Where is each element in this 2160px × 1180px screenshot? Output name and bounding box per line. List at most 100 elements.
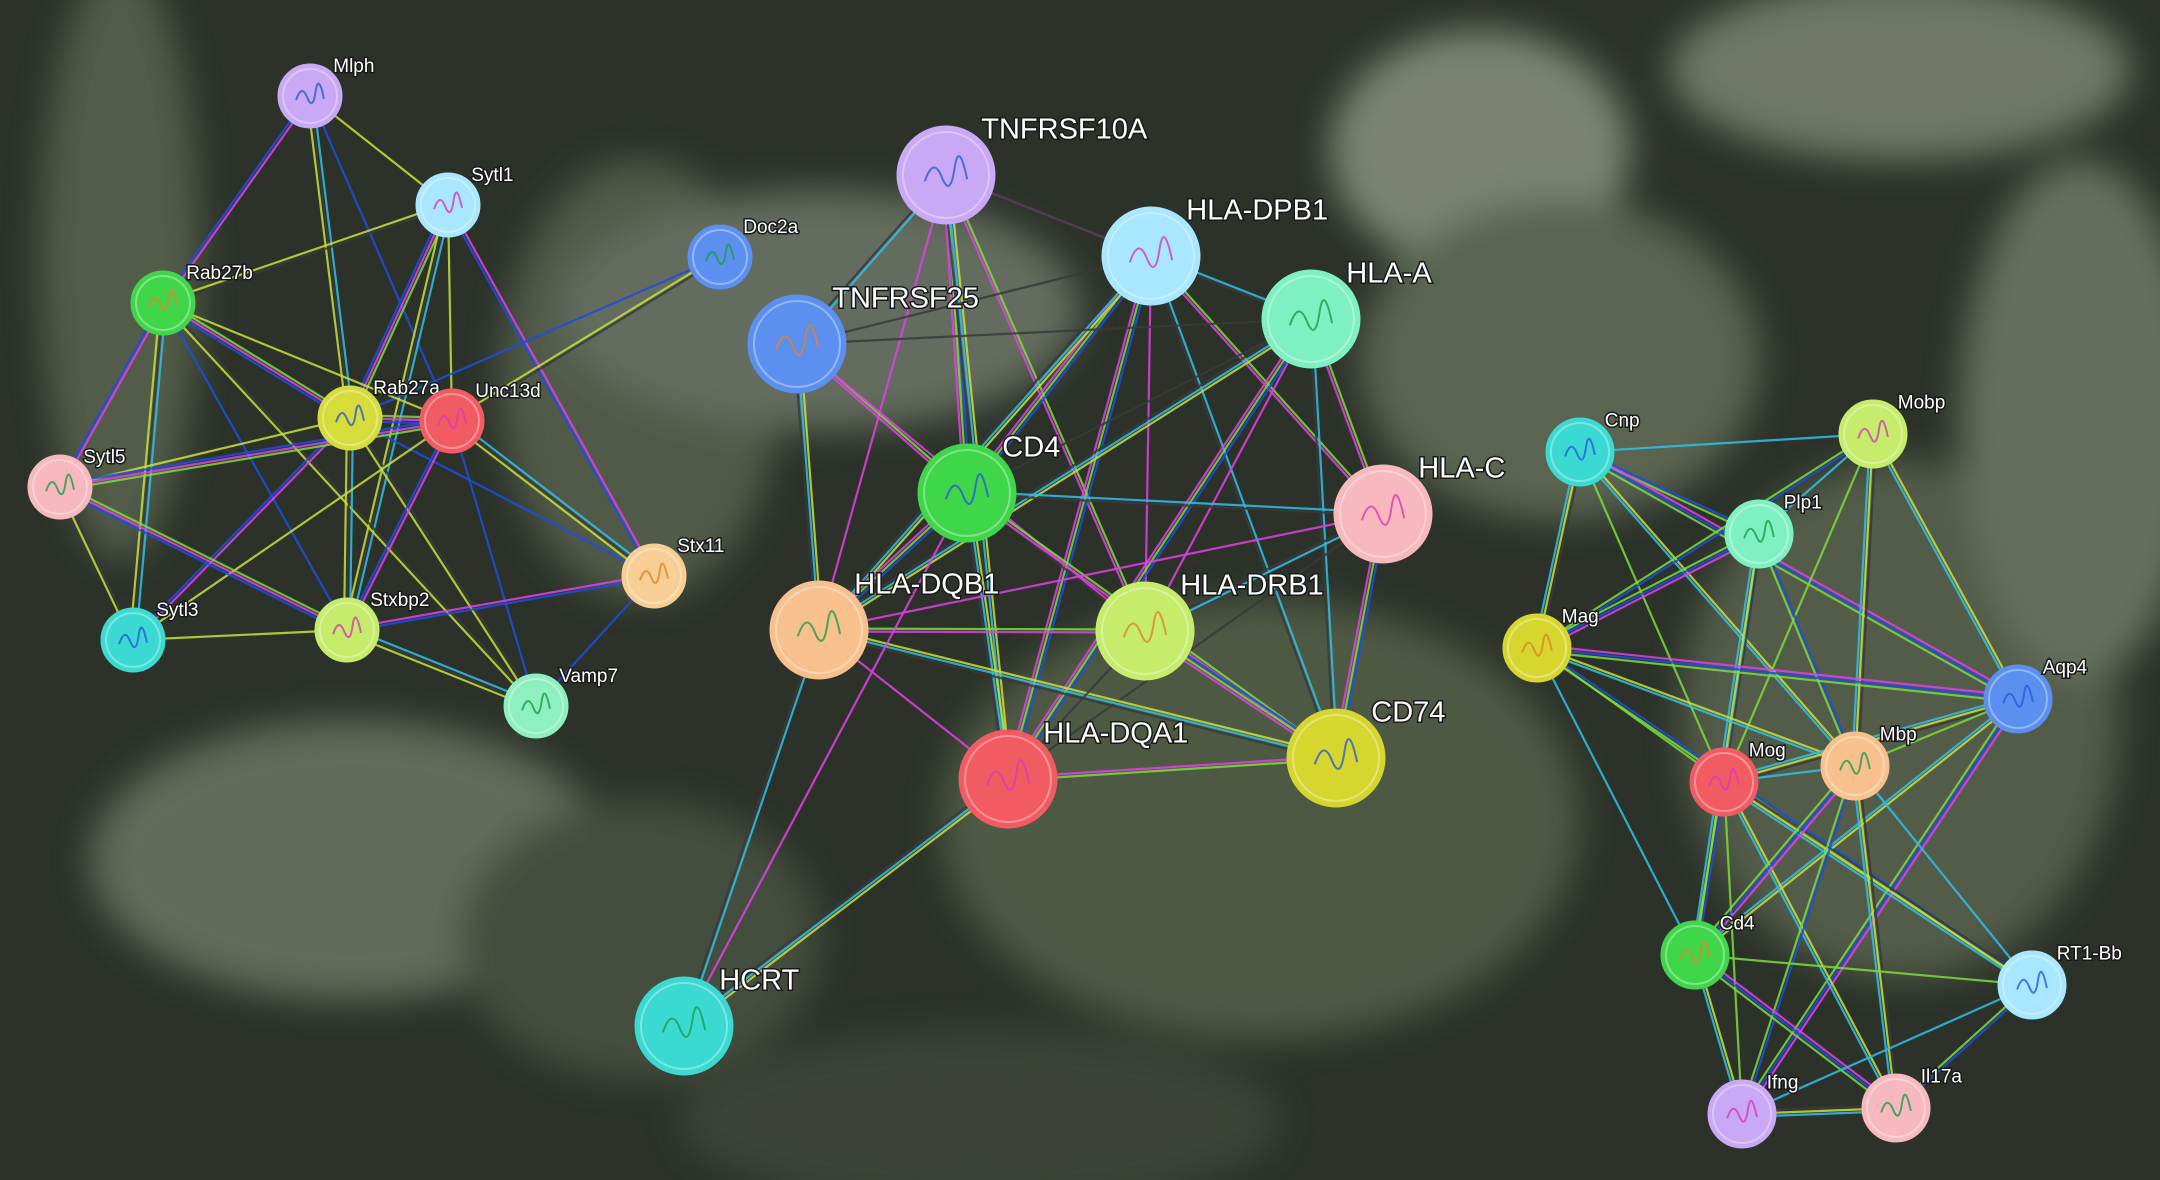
node-circle[interactable] <box>1724 499 1794 569</box>
edge-doc2a-unc13d[interactable] <box>450 254 722 424</box>
edge-rab27a-stx11[interactable] <box>349 417 655 577</box>
node-circle[interactable] <box>1333 464 1433 564</box>
edge-mbp-cd4[interactable] <box>1691 763 1859 958</box>
edge-cnp-mbp[interactable] <box>1578 450 1857 768</box>
edge-cd74-hla-dqa1[interactable] <box>1007 755 1337 782</box>
node-hla-dqb1[interactable]: HLA-DQB1 <box>769 567 1001 680</box>
edge-hla-dqa1-hcrt[interactable] <box>681 775 1011 1030</box>
edge-tnfrsf10a-hla-drb1[interactable] <box>943 173 1148 633</box>
node-circle[interactable] <box>314 597 380 663</box>
node-il17a[interactable]: Il17a <box>1861 1065 1964 1143</box>
node-circle[interactable] <box>1838 399 1908 469</box>
edge-cd4-hcrt[interactable] <box>683 492 968 1027</box>
node-cnp[interactable]: Cnp <box>1545 409 1641 487</box>
edge-hla-c-hla-dqa1[interactable] <box>1007 513 1384 780</box>
edge-hla-dqb1-cd74[interactable] <box>818 626 1337 762</box>
node-cd4[interactable]: CD4 <box>917 430 1062 543</box>
edge-cd4-il17a[interactable] <box>1692 951 1899 1112</box>
node-hla-c[interactable]: HLA-C <box>1333 451 1507 564</box>
node-circle[interactable] <box>1095 581 1195 681</box>
node-circle[interactable] <box>1707 1079 1777 1149</box>
node-unc13d[interactable]: Unc13d <box>419 379 542 454</box>
edge-unc13d-sytl3[interactable] <box>132 420 453 641</box>
edge-mlph-rab27a[interactable] <box>305 95 355 419</box>
edge-hla-dpb1-hla-dqb1[interactable] <box>815 253 1155 633</box>
edge-rt1-bb-ifng[interactable] <box>1741 983 2033 1116</box>
node-plp1[interactable]: Plp1 <box>1724 491 1823 569</box>
edge-sytl5-stxbp2[interactable] <box>58 483 349 634</box>
edge-rab27b-unc13d[interactable] <box>162 301 453 423</box>
edge-sytl1-stx11[interactable] <box>445 203 657 578</box>
edge-mbp-il17a[interactable] <box>1850 765 1901 1109</box>
node-circle[interactable] <box>419 388 485 454</box>
node-mlph[interactable]: Mlph <box>277 54 376 129</box>
edge-hla-dqb1-hla-drb1[interactable] <box>818 627 1146 634</box>
node-circle[interactable] <box>130 270 196 336</box>
node-mag[interactable]: Mag <box>1502 605 1600 683</box>
edge-mbp-rt1-bb[interactable] <box>1854 765 2033 986</box>
node-circle[interactable] <box>1660 920 1730 990</box>
edge-mog-il17a[interactable] <box>1721 780 1899 1110</box>
node-circle[interactable] <box>634 976 734 1076</box>
edge-stxbp2-stx11[interactable] <box>346 573 655 633</box>
edge-mlph-unc13d[interactable] <box>308 95 454 422</box>
node-hla-a[interactable]: HLA-A <box>1261 256 1434 369</box>
node-circle[interactable] <box>687 224 753 290</box>
edge-hla-dpb1-hla-dqa1[interactable] <box>1004 254 1155 781</box>
node-circle[interactable] <box>1820 731 1890 801</box>
node-circle[interactable] <box>1689 747 1759 817</box>
edge-hla-dqb1-hcrt[interactable] <box>681 629 822 1027</box>
node-cd4[interactable]: Cd4 <box>1660 912 1757 990</box>
edge-cd4-rt1-bb[interactable] <box>1694 953 2033 987</box>
edge-stxbp2-vamp7[interactable] <box>345 626 538 710</box>
node-circle[interactable] <box>1502 613 1572 683</box>
node-circle[interactable] <box>100 607 166 673</box>
edge-mog-ifng[interactable] <box>1722 781 1744 1115</box>
node-circle[interactable] <box>747 294 847 394</box>
edge-hla-a-cd74[interactable] <box>1308 318 1339 759</box>
node-mobp[interactable]: Mobp <box>1838 391 1947 469</box>
edge-sytl1-rab27b[interactable] <box>162 202 449 306</box>
edge-plp1-mbp[interactable] <box>1756 533 1858 767</box>
edge-rab27b-sytl5[interactable] <box>57 301 166 489</box>
node-rab27a[interactable]: Rab27a <box>317 376 442 451</box>
edge-rab27b-stxbp2[interactable] <box>162 302 348 631</box>
node-aqp4[interactable]: Aqp4 <box>1983 656 2089 734</box>
edge-plp1-mag[interactable] <box>1535 530 1761 652</box>
node-sytl5[interactable]: Sytl5 <box>27 445 127 520</box>
edge-mobp-aqp4[interactable] <box>1870 432 2021 701</box>
edge-hla-a-hla-drb1[interactable] <box>1144 318 1312 632</box>
edge-mag-cd4[interactable] <box>1536 647 1696 956</box>
edge-hla-a-tnfrsf25[interactable] <box>796 317 1312 346</box>
edge-mag-aqp4[interactable] <box>1536 643 2019 704</box>
node-circle[interactable] <box>917 443 1017 543</box>
edge-aqp4-ifng[interactable] <box>1738 696 2022 1117</box>
edge-cnp-aqp4[interactable] <box>1577 448 2021 703</box>
edge-mog-rt1-bb[interactable] <box>1721 778 2035 989</box>
edge-hla-c-hla-dqb1[interactable] <box>818 512 1384 632</box>
node-circle[interactable] <box>1101 206 1201 306</box>
edge-mlph-rab27b[interactable] <box>160 94 313 305</box>
node-rt1-bb[interactable]: RT1-Bb <box>1997 942 2123 1020</box>
edge-tnfrsf10a-hla-dqb1[interactable] <box>817 174 948 631</box>
edge-cnp-mog[interactable] <box>1578 451 1726 783</box>
node-sytl3[interactable]: Sytl3 <box>100 598 200 673</box>
edge-rab27a-vamp7[interactable] <box>347 416 539 708</box>
edge-cnp-mobp[interactable] <box>1579 432 1874 454</box>
edge-mbp-ifng[interactable] <box>1739 765 1858 1115</box>
edge-rab27a-stxbp2[interactable] <box>342 417 355 631</box>
edge-hla-a-hla-dqa1[interactable] <box>1004 316 1315 782</box>
node-stx11[interactable]: Stx11 <box>621 534 726 609</box>
node-circle[interactable] <box>1997 950 2067 1020</box>
edge-sytl1-unc13d[interactable] <box>446 204 454 422</box>
node-circle[interactable] <box>1261 269 1361 369</box>
node-mbp[interactable]: Mbp <box>1820 723 1918 801</box>
edge-doc2a-rab27a[interactable] <box>349 255 721 420</box>
node-ifng[interactable]: Ifng <box>1707 1071 1800 1149</box>
node-tnfrsf25[interactable]: TNFRSF25 <box>747 281 980 394</box>
node-circle[interactable] <box>1545 417 1615 487</box>
edge-sytl1-rab27a[interactable] <box>346 203 452 420</box>
node-tnfrsf10a[interactable]: TNFRSF10A <box>896 112 1149 225</box>
node-circle[interactable] <box>1286 708 1386 808</box>
edge-rab27a-sytl3[interactable] <box>131 416 352 642</box>
